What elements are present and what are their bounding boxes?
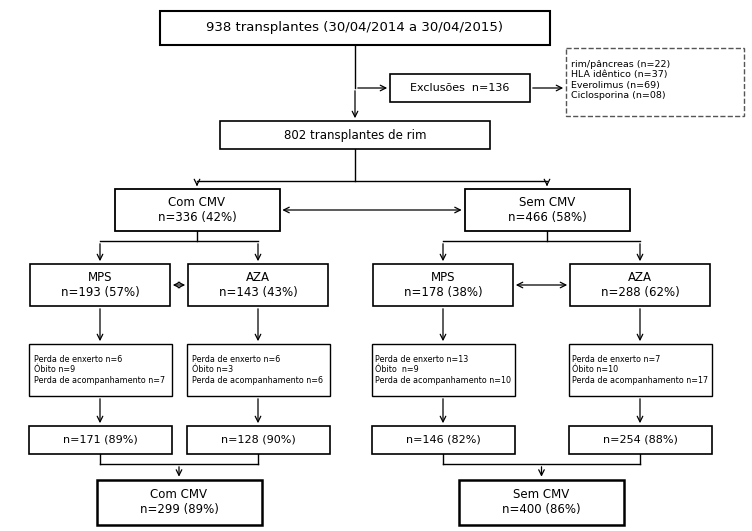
Text: Perda de enxerto n=6
Óbito n=3
Perda de acompanhamento n=6: Perda de enxerto n=6 Óbito n=3 Perda de … — [193, 355, 323, 385]
Text: Sem CMV
n=466 (58%): Sem CMV n=466 (58%) — [508, 196, 587, 224]
FancyBboxPatch shape — [96, 479, 262, 525]
Text: Exclusões  n=136: Exclusões n=136 — [411, 83, 510, 93]
FancyBboxPatch shape — [186, 344, 329, 396]
FancyBboxPatch shape — [373, 264, 513, 306]
FancyBboxPatch shape — [220, 121, 490, 149]
Text: 802 transplantes de rim: 802 transplantes de rim — [284, 129, 426, 141]
FancyBboxPatch shape — [390, 74, 530, 102]
FancyBboxPatch shape — [188, 264, 328, 306]
FancyBboxPatch shape — [465, 189, 629, 231]
FancyBboxPatch shape — [566, 48, 744, 116]
FancyBboxPatch shape — [459, 479, 624, 525]
FancyBboxPatch shape — [29, 426, 171, 454]
Text: n=171 (89%): n=171 (89%) — [62, 435, 138, 445]
FancyBboxPatch shape — [114, 189, 280, 231]
FancyBboxPatch shape — [371, 344, 514, 396]
Text: n=146 (82%): n=146 (82%) — [405, 435, 481, 445]
Text: 938 transplantes (30/04/2014 a 30/04/2015): 938 transplantes (30/04/2014 a 30/04/201… — [207, 21, 504, 35]
Text: AZA
n=288 (62%): AZA n=288 (62%) — [601, 271, 679, 299]
FancyBboxPatch shape — [160, 11, 550, 45]
Text: Perda de enxerto n=7
Óbito n=10
Perda de acompanhamento n=17: Perda de enxerto n=7 Óbito n=10 Perda de… — [572, 355, 708, 385]
Text: Sem CMV
n=400 (86%): Sem CMV n=400 (86%) — [502, 488, 581, 516]
Text: Com CMV
n=336 (42%): Com CMV n=336 (42%) — [158, 196, 236, 224]
FancyBboxPatch shape — [186, 426, 329, 454]
FancyBboxPatch shape — [569, 426, 711, 454]
Text: AZA
n=143 (43%): AZA n=143 (43%) — [219, 271, 297, 299]
Text: MPS
n=193 (57%): MPS n=193 (57%) — [61, 271, 139, 299]
Text: n=128 (90%): n=128 (90%) — [220, 435, 296, 445]
Text: MPS
n=178 (38%): MPS n=178 (38%) — [404, 271, 482, 299]
FancyBboxPatch shape — [30, 264, 170, 306]
Text: Com CMV
n=299 (89%): Com CMV n=299 (89%) — [140, 488, 218, 516]
FancyBboxPatch shape — [569, 344, 711, 396]
Text: n=254 (88%): n=254 (88%) — [602, 435, 678, 445]
Text: Perda de enxerto n=6
Óbito n=9
Perda de acompanhamento n=7: Perda de enxerto n=6 Óbito n=9 Perda de … — [35, 355, 165, 385]
FancyBboxPatch shape — [29, 344, 171, 396]
Text: Perda de enxerto n=13
Óbito  n=9
Perda de acompanhamento n=10: Perda de enxerto n=13 Óbito n=9 Perda de… — [375, 355, 511, 385]
Text: rim/pâncreas (n=22)
HLA idêntico (n=37)
Everolimus (n=69)
Ciclosporina (n=08): rim/pâncreas (n=22) HLA idêntico (n=37) … — [571, 60, 670, 100]
FancyBboxPatch shape — [570, 264, 710, 306]
FancyBboxPatch shape — [371, 426, 514, 454]
